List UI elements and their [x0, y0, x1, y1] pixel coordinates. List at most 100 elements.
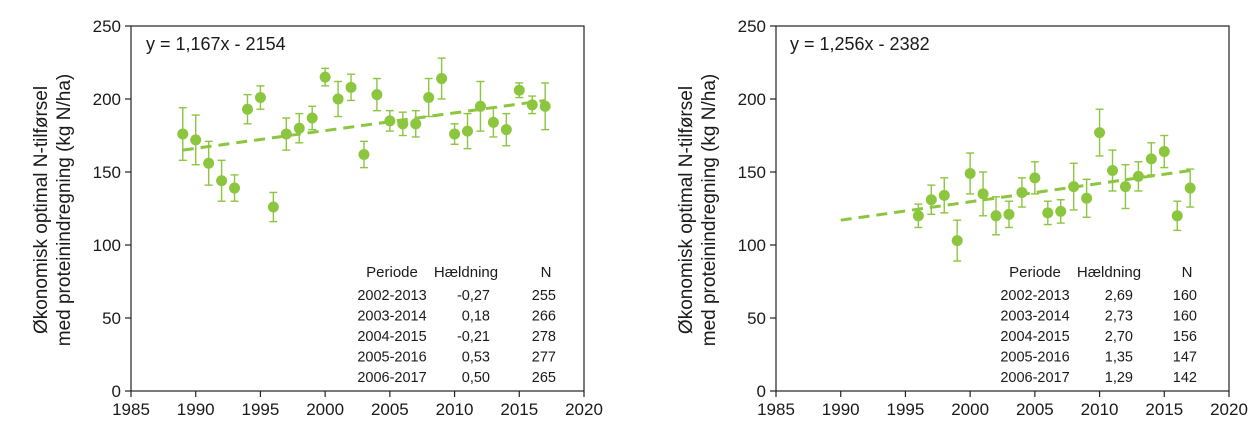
table-cell: 278	[532, 329, 556, 345]
y-axis-label-line1: Økonomisk optimal N-tilførsel	[31, 86, 52, 334]
data-point	[1003, 208, 1015, 220]
table-cell: 2002-2013	[1000, 288, 1069, 304]
x-tick-label: 2020	[1210, 400, 1248, 419]
data-point	[500, 124, 512, 136]
regression-equation: y = 1,167x - 2154	[146, 34, 286, 54]
slope-table: Periode Hældning N 2002-2013 -0,27 255 2003-20…	[357, 264, 556, 386]
table-cell: 2,73	[1105, 309, 1133, 325]
x-tick-label: 1990	[822, 400, 860, 419]
table-cell: 266	[532, 309, 556, 325]
data-point	[990, 210, 1002, 222]
data-point	[1145, 153, 1157, 165]
data-point	[938, 189, 950, 201]
x-tick-label: 2000	[306, 400, 344, 419]
data-point	[280, 128, 292, 140]
table-header: N	[541, 264, 552, 281]
data-point	[384, 115, 396, 127]
data-point	[216, 175, 228, 187]
data-point	[332, 93, 344, 105]
table-cell: 0,50	[462, 370, 490, 386]
data-point	[964, 167, 976, 179]
x-tick-label: 1995	[887, 400, 925, 419]
data-point	[449, 128, 461, 140]
y-tick-label: 0	[757, 382, 766, 401]
data-point	[254, 92, 266, 104]
table-cell: 2003-2014	[1000, 309, 1069, 325]
table-cell: 0,18	[462, 309, 490, 325]
table-cell: 255	[532, 288, 556, 304]
x-tick-label: 2005	[1016, 400, 1054, 419]
data-point	[1029, 172, 1041, 184]
data-point	[951, 235, 963, 247]
data-point	[1068, 181, 1080, 193]
trend-line	[182, 98, 546, 152]
x-tick-label: 2010	[436, 400, 474, 419]
data-point	[513, 84, 525, 96]
x-tick-label: 2000	[951, 400, 989, 419]
table-cell: 2005-2016	[357, 350, 426, 366]
x-tick-label: 2015	[500, 400, 538, 419]
data-point	[1107, 165, 1119, 177]
data-point	[345, 81, 357, 93]
data-point	[912, 210, 924, 222]
table-cell: 160	[1173, 309, 1197, 325]
data-point	[1184, 182, 1196, 194]
data-point	[1132, 170, 1144, 182]
data-point	[1042, 207, 1054, 219]
data-point	[462, 125, 474, 137]
data-point	[474, 100, 486, 112]
data-point	[1055, 205, 1067, 217]
y-tick-label: 200	[93, 90, 121, 109]
data-point	[1119, 181, 1131, 193]
y-axis-label-line2: med proteinindregning (kg N/ha)	[699, 74, 720, 347]
data-point	[1171, 210, 1183, 222]
y-axis-label-line1: Økonomisk optimal N-tilførsel	[676, 86, 697, 334]
table-cell: 2006-2017	[357, 370, 426, 386]
data-point	[410, 118, 422, 130]
table-header: Periode	[1009, 264, 1061, 281]
x-tick-label: 2010	[1081, 400, 1119, 419]
table-cell: -0,21	[457, 329, 490, 345]
slope-table: Periode Hældning N 2002-2013 2,69 160 2003-201…	[1000, 264, 1197, 386]
plot-frame	[775, 25, 1230, 392]
table-header: N	[1182, 264, 1193, 281]
table-header: Hældning	[434, 264, 498, 281]
table-cell: 2005-2016	[1000, 350, 1069, 366]
y-tick-label: 200	[738, 90, 766, 109]
data-point	[267, 201, 279, 213]
y-tick-label: 100	[93, 236, 121, 255]
chart-left: 0 50 100 150 200 250 1985 1990 1995 2000 2005 2010 2…	[31, 17, 603, 419]
table-cell: 2002-2013	[357, 288, 426, 304]
y-axis-label-line2: med proteinindregning (kg N/ha)	[54, 74, 75, 347]
table-cell: 277	[532, 350, 556, 366]
data-point	[539, 100, 551, 112]
data-point	[190, 134, 202, 146]
y-tick-label: 250	[93, 17, 121, 36]
data-point	[203, 157, 215, 169]
x-tick-label: 1985	[112, 400, 150, 419]
table-cell: -0,27	[457, 288, 490, 304]
trend-line	[840, 169, 1191, 222]
chart-right: 0 50 100 150 200 250 1985 1990 1995 2000 2005 2010 2…	[676, 17, 1248, 419]
table-cell: 147	[1173, 350, 1197, 366]
table-cell: 265	[532, 370, 556, 386]
data-point	[293, 122, 305, 134]
x-tick-label: 2020	[565, 400, 603, 419]
data-point	[1081, 192, 1093, 204]
data-point	[1158, 146, 1170, 158]
table-header: Hældning	[1077, 264, 1141, 281]
table-cell: 142	[1173, 370, 1197, 386]
table-cell: 2,70	[1105, 329, 1133, 345]
data-point	[487, 116, 499, 128]
x-tick-label: 1995	[242, 400, 280, 419]
table-cell: 160	[1173, 288, 1197, 304]
y-tick-label: 150	[93, 163, 121, 182]
x-tick-label: 1985	[757, 400, 795, 419]
regression-equation: y = 1,256x - 2382	[790, 34, 930, 54]
plot-frame	[130, 25, 585, 392]
table-cell: 0,53	[462, 350, 490, 366]
data-point	[241, 103, 253, 115]
table-cell: 2003-2014	[357, 309, 426, 325]
table-cell: 2004-2015	[1000, 329, 1069, 345]
